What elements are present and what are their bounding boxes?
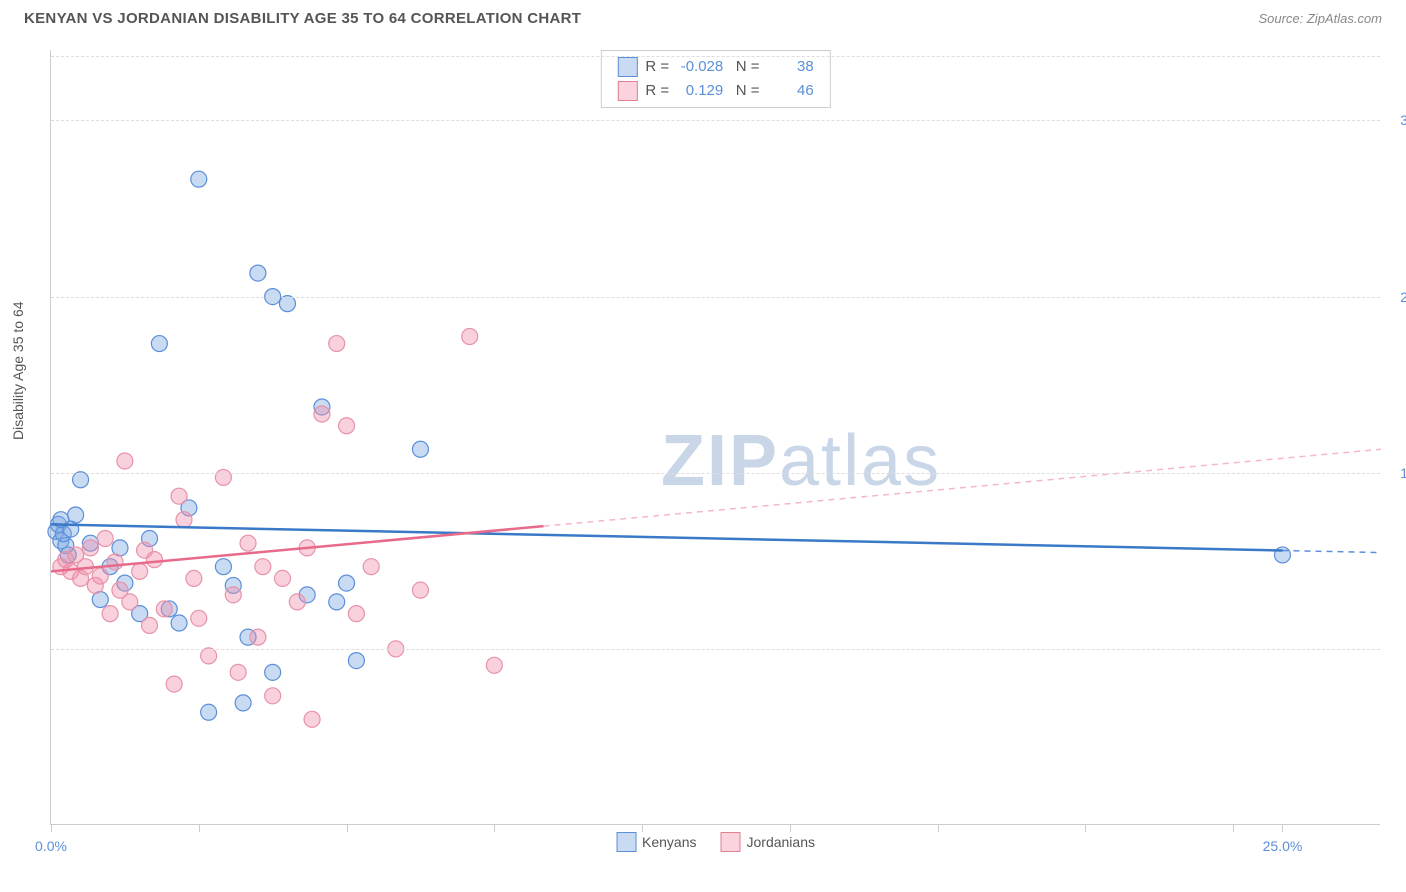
chart-plot-area: ZIPatlas R = -0.028 N = 38R = 0.129 N = … (50, 50, 1380, 825)
scatter-point (289, 594, 305, 610)
legend-correlation: R = -0.028 N = 38R = 0.129 N = 46 (600, 50, 830, 108)
x-tick-label: 0.0% (35, 838, 67, 854)
x-tick (51, 824, 52, 832)
x-tick (1085, 824, 1086, 832)
legend-swatch-icon (720, 832, 740, 852)
chart-title: KENYAN VS JORDANIAN DISABILITY AGE 35 TO… (24, 10, 581, 27)
legend-swatch-icon (617, 81, 637, 101)
scatter-point (142, 617, 158, 633)
scatter-point (339, 575, 355, 591)
scatter-point (275, 570, 291, 586)
scatter-point (348, 606, 364, 622)
x-tick (494, 824, 495, 832)
scatter-point (215, 559, 231, 575)
scatter-point (348, 653, 364, 669)
scatter-point (412, 441, 428, 457)
scatter-point (176, 512, 192, 528)
scatter-point (117, 453, 133, 469)
scatter-point (171, 615, 187, 631)
scatter-point (102, 606, 118, 622)
x-tick (790, 824, 791, 832)
scatter-point (92, 568, 108, 584)
scatter-point (279, 296, 295, 312)
scatter-point (230, 664, 246, 680)
scatter-point (265, 688, 281, 704)
scatter-point (107, 554, 123, 570)
legend-swatch-icon (617, 57, 637, 77)
source-label: Source: ZipAtlas.com (1258, 11, 1382, 26)
scatter-point (201, 648, 217, 664)
scatter-point (250, 629, 266, 645)
scatter-point (339, 418, 355, 434)
gridline (51, 120, 1380, 121)
chart-header: KENYAN VS JORDANIAN DISABILITY AGE 35 TO… (0, 0, 1406, 35)
x-tick (199, 824, 200, 832)
trend-line-dashed (544, 449, 1381, 526)
legend-stat-row: R = -0.028 N = 38 (617, 55, 813, 79)
gridline (51, 649, 1380, 650)
y-tick-label: 15.0% (1400, 465, 1406, 481)
x-tick (347, 824, 348, 832)
legend-series-label: Jordanians (746, 834, 815, 850)
scatter-point (73, 472, 89, 488)
scatter-point (304, 711, 320, 727)
scatter-point (82, 540, 98, 556)
trend-line (51, 524, 1282, 550)
scatter-svg (51, 50, 1380, 824)
gridline (51, 297, 1380, 298)
scatter-point (329, 336, 345, 352)
scatter-point (329, 594, 345, 610)
scatter-point (191, 610, 207, 626)
legend-swatch-icon (616, 832, 636, 852)
x-tick (642, 824, 643, 832)
scatter-point (191, 171, 207, 187)
y-axis-label: Disability Age 35 to 64 (10, 301, 26, 440)
scatter-point (68, 507, 84, 523)
scatter-point (166, 676, 182, 692)
y-tick-label: 30.0% (1400, 112, 1406, 128)
scatter-point (122, 594, 138, 610)
scatter-point (486, 657, 502, 673)
legend-series-label: Kenyans (642, 834, 696, 850)
legend-stat-row: R = 0.129 N = 46 (617, 79, 813, 103)
scatter-point (151, 336, 167, 352)
scatter-point (250, 265, 266, 281)
scatter-point (255, 559, 271, 575)
scatter-point (225, 587, 241, 603)
scatter-point (132, 563, 148, 579)
x-tick-label: 25.0% (1263, 838, 1303, 854)
legend-series-item: Kenyans (616, 832, 696, 852)
scatter-point (314, 406, 330, 422)
scatter-point (235, 695, 251, 711)
x-tick (1233, 824, 1234, 832)
scatter-point (171, 488, 187, 504)
scatter-point (201, 704, 217, 720)
scatter-point (97, 530, 113, 546)
y-tick-label: 22.5% (1400, 289, 1406, 305)
legend-series: Kenyans Jordanians (616, 832, 815, 852)
scatter-point (462, 329, 478, 345)
legend-series-item: Jordanians (720, 832, 815, 852)
scatter-point (240, 535, 256, 551)
x-tick (1282, 824, 1283, 832)
trend-line-dashed (1282, 550, 1381, 552)
x-tick (938, 824, 939, 832)
gridline (51, 473, 1380, 474)
scatter-point (412, 582, 428, 598)
scatter-point (186, 570, 202, 586)
scatter-point (265, 664, 281, 680)
scatter-point (137, 542, 153, 558)
scatter-point (363, 559, 379, 575)
scatter-point (156, 601, 172, 617)
